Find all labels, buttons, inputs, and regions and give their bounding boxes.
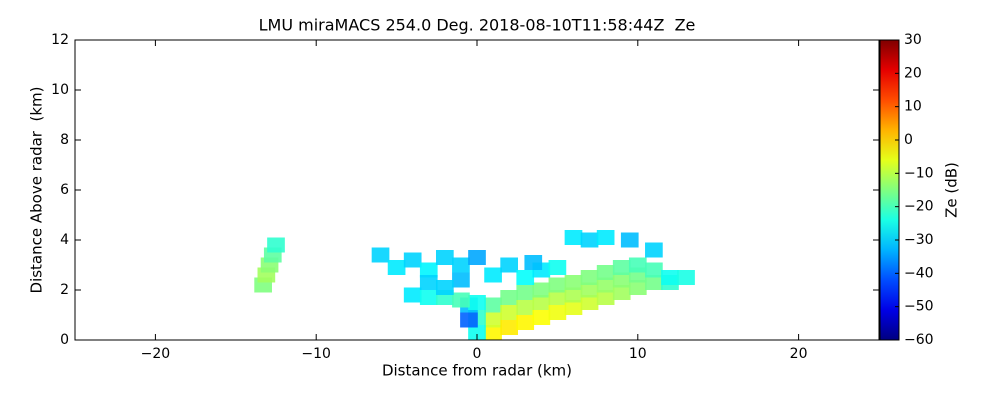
echo-cell xyxy=(564,230,583,245)
colorbar-tick-label: −20 xyxy=(904,199,934,215)
echo-cell xyxy=(403,287,422,303)
colorbar-tick-label: −30 xyxy=(904,232,934,248)
echo-cell xyxy=(612,285,631,300)
echo-cell xyxy=(484,325,502,340)
echo-cell xyxy=(596,230,615,245)
echo-cell xyxy=(596,277,615,293)
colorbar-tick-label: −10 xyxy=(904,165,934,181)
y-tick-label: 0 xyxy=(60,332,69,348)
echo-cell xyxy=(661,270,679,285)
echo-cell xyxy=(532,295,551,310)
echo-cell xyxy=(564,287,583,303)
echo-cell xyxy=(267,237,285,253)
echo-cell xyxy=(435,250,454,265)
x-tick-label: −20 xyxy=(141,346,171,362)
echo-cell xyxy=(468,295,486,310)
colorbar-tick-label: 20 xyxy=(904,65,922,81)
x-tick-label: −10 xyxy=(301,346,331,362)
echo-cell xyxy=(532,282,551,298)
echo-cell xyxy=(596,290,615,305)
colorbar-tick-label: 30 xyxy=(904,32,922,48)
echo-cell xyxy=(548,260,567,275)
x-axis-label: Distance from radar (km) xyxy=(382,362,572,380)
echo-cell xyxy=(532,310,551,325)
y-tick-label: 8 xyxy=(60,132,69,148)
echo-cell xyxy=(645,242,663,258)
echo-cell xyxy=(500,290,519,305)
echo-cell xyxy=(548,277,567,293)
echo-cell xyxy=(580,232,599,248)
y-tick-label: 2 xyxy=(60,282,69,298)
echo-cell xyxy=(435,280,454,295)
echo-cell xyxy=(460,312,478,328)
y-tick-label: 4 xyxy=(60,232,69,248)
echo-cell xyxy=(516,315,535,330)
echo-cell xyxy=(403,252,422,268)
echo-cell xyxy=(628,257,647,273)
echo-cell xyxy=(612,272,631,288)
colorbar-tick-label: −40 xyxy=(904,265,934,281)
echo-cell xyxy=(564,300,583,315)
echo-cell xyxy=(484,267,502,283)
echo-cell xyxy=(371,247,390,263)
x-tick-label: 20 xyxy=(790,346,808,362)
echo-cell xyxy=(452,272,470,288)
y-tick-label: 12 xyxy=(51,32,69,48)
colorbar xyxy=(879,39,900,341)
echo-cell xyxy=(452,292,470,308)
echo-cell xyxy=(580,282,599,298)
echo-cell xyxy=(419,262,438,278)
echo-cell xyxy=(516,300,535,315)
y-tick-label: 10 xyxy=(51,82,69,98)
colorbar-tick-label: 10 xyxy=(904,99,922,115)
echo-cell xyxy=(419,290,438,305)
echo-cell xyxy=(500,320,519,335)
echo-cell xyxy=(387,260,406,275)
echo-cell xyxy=(580,270,599,285)
colorbar-tick-label: −60 xyxy=(904,332,934,348)
colorbar-tick-label: 0 xyxy=(904,132,913,148)
chart-title: LMU miraMACS 254.0 Deg. 2018-08-10T11:58… xyxy=(259,16,696,35)
y-tick-label: 6 xyxy=(60,182,69,198)
echo-cell xyxy=(419,275,438,290)
echo-cell xyxy=(524,255,543,270)
x-tick-label: 0 xyxy=(473,346,482,362)
echo-cell xyxy=(677,270,695,285)
echo-cell xyxy=(468,325,486,340)
echo-cell xyxy=(548,305,567,320)
echo-cell xyxy=(645,262,663,278)
echo-cell xyxy=(596,265,615,280)
echo-cell xyxy=(620,232,639,248)
echo-cell xyxy=(452,257,470,273)
echo-cell xyxy=(484,297,502,313)
echo-cell xyxy=(468,250,486,265)
colorbar-label: Ze (dB) xyxy=(943,162,961,218)
echo-cell xyxy=(548,290,567,305)
echo-cell xyxy=(484,312,502,328)
echo-cell xyxy=(580,295,599,310)
echo-cell xyxy=(500,305,519,320)
echo-cell xyxy=(564,275,583,290)
colorbar-tick-label: −50 xyxy=(904,299,934,315)
x-tick-label: 10 xyxy=(629,346,647,362)
echo-cell xyxy=(612,260,631,275)
echo-cell xyxy=(645,275,663,290)
y-axis-label: Distance Above radar (km) xyxy=(28,87,46,294)
echo-cell xyxy=(516,270,535,285)
echo-cell xyxy=(628,280,647,295)
echo-cell xyxy=(500,257,519,273)
echo-cell xyxy=(516,285,535,300)
